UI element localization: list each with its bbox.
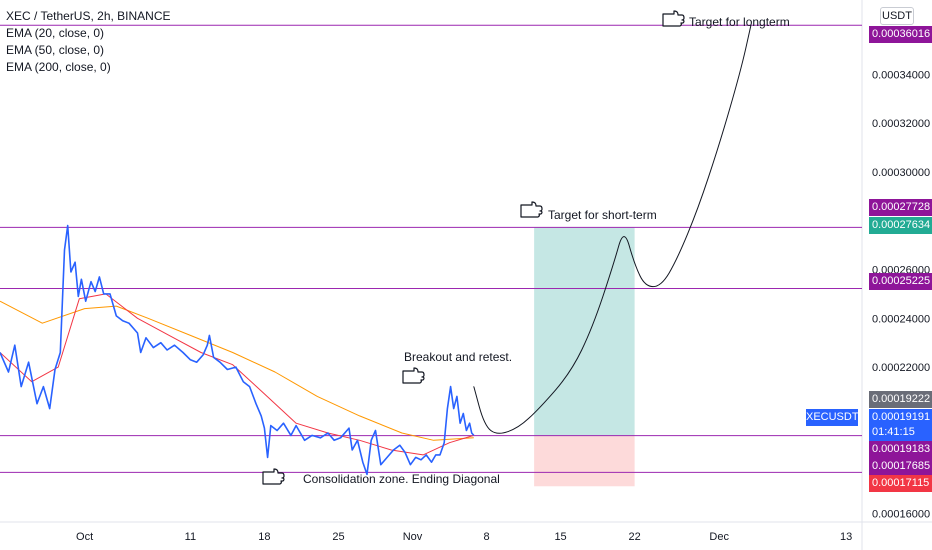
x-axis: Oct 11 18 25 Nov 8 15 22 Dec 13 xyxy=(76,531,852,543)
ema20-line[interactable] xyxy=(0,293,474,456)
symbol-label: XECUSDT xyxy=(806,409,859,426)
x-tick-label: Nov xyxy=(403,531,423,543)
y-tick-label: 0.00024000 xyxy=(872,313,930,325)
price-tag-stop: 0.00017115 xyxy=(869,475,932,492)
target-zone xyxy=(534,227,635,436)
ema50-line[interactable] xyxy=(0,300,474,441)
price-tag-high: 0.00019222 xyxy=(869,391,932,408)
hand-shape xyxy=(402,367,425,384)
price-tag-consolidation: 0.00017685 xyxy=(869,458,932,475)
hand-shape xyxy=(662,10,685,27)
price-tag-resistance: 0.00025225 xyxy=(869,273,932,290)
hand-pointer-icon-breakout xyxy=(402,367,425,384)
x-tick-label: 15 xyxy=(554,531,566,543)
current-price: 0.00019191 xyxy=(872,411,931,423)
price-tag-longterm: 0.00036016 xyxy=(869,26,932,43)
x-tick-label: Dec xyxy=(709,531,729,543)
currency-button[interactable]: USDT xyxy=(880,7,914,25)
countdown-timer: 01:41:15 xyxy=(872,426,915,438)
price-tag-current: 0.00019191 01:41:15 xyxy=(869,409,932,441)
price-tag-shortterm: 0.00027728 xyxy=(869,199,932,216)
hand-pointer-icon-consolidation xyxy=(262,468,285,485)
legend-symbol[interactable]: XEC / TetherUS, 2h, BINANCE xyxy=(6,9,171,23)
annotation-shortterm[interactable]: Target for short-term xyxy=(548,208,657,222)
projection-curve[interactable] xyxy=(473,25,752,434)
chart-legend: XEC / TetherUS, 2h, BINANCE EMA (20, clo… xyxy=(6,8,171,76)
x-tick-label: Oct xyxy=(76,531,93,543)
y-tick-label: 0.00022000 xyxy=(872,362,930,374)
x-tick-label: 8 xyxy=(483,531,489,543)
horizontal-levels xyxy=(0,24,862,473)
x-tick-label: 13 xyxy=(840,531,852,543)
y-tick-label: 0.00030000 xyxy=(872,167,930,179)
price-tag-support: 0.00019183 xyxy=(869,441,932,458)
hand-shape xyxy=(520,201,543,218)
legend-ema200[interactable]: EMA (200, close, 0) xyxy=(6,60,111,74)
x-tick-label: 18 xyxy=(258,531,270,543)
hand-pointer-icon-shortterm xyxy=(520,201,543,218)
y-tick-label: 0.00034000 xyxy=(872,69,930,81)
x-tick-label: 22 xyxy=(628,531,640,543)
y-tick-label: 0.00032000 xyxy=(872,118,930,130)
x-tick-label: 11 xyxy=(185,531,196,543)
position-zones xyxy=(534,227,635,487)
price-tag-target: 0.00027634 xyxy=(869,217,932,234)
hand-pointer-icon-longterm xyxy=(662,10,685,27)
annotation-consolidation[interactable]: Consolidation zone. Ending Diagonal xyxy=(303,472,500,486)
price-series xyxy=(0,224,475,476)
x-tick-label: 25 xyxy=(332,531,344,543)
hand-icons xyxy=(262,10,685,485)
stop-zone xyxy=(534,435,635,487)
hand-shape xyxy=(262,468,285,485)
y-tick-label: 0.00016000 xyxy=(872,508,930,520)
price-line[interactable] xyxy=(0,224,475,476)
annotation-longterm[interactable]: Target for longterm xyxy=(689,15,790,29)
legend-ema50[interactable]: EMA (50, close, 0) xyxy=(6,43,105,57)
legend-ema20[interactable]: EMA (20, close, 0) xyxy=(6,26,105,40)
projection-path xyxy=(473,25,752,434)
annotation-breakout[interactable]: Breakout and retest. xyxy=(404,350,513,364)
